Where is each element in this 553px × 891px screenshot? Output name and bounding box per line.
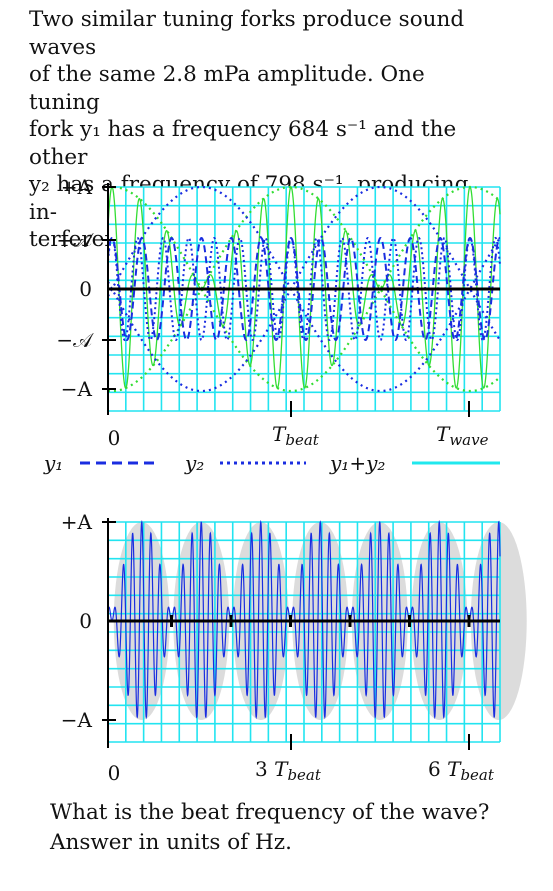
wave-y1 [107, 236, 501, 342]
y-tick-top-zero: 0 [79, 277, 92, 301]
question: What is the beat frequency of the wave? … [50, 798, 530, 858]
legend-label-y1: y₁ [43, 451, 63, 475]
envelope-upper-green [107, 185, 501, 292]
y-tick-bottom-plus-A: +A [61, 510, 93, 534]
sum-wave-long [107, 519, 501, 720]
envelope-lower-green [107, 286, 501, 393]
y-tick-top-minus-A-script: −𝒜 [56, 328, 94, 352]
problem-statement: Two similar tuning forks produce sound w… [29, 6, 499, 254]
legend-label-sum: y₁+y₂ [329, 451, 385, 475]
wave-component-plot: +A +𝒜 0 −𝒜 −A 0 Tbeat Twave y₁ y₂ y₁+y₂ [43, 175, 501, 475]
legend-top: y₁ y₂ y₁+y₂ [43, 451, 500, 475]
legend-label-y2: y₂ [184, 451, 204, 475]
x-tick-top-tbeat: Tbeat [272, 422, 320, 449]
x-tick-top-twave: Twave [436, 422, 489, 449]
y-tick-top-plus-A-script: +𝒜 [56, 228, 94, 252]
question-line-2: Answer in units of Hz. [50, 830, 292, 855]
x-tick-bottom-zero: 0 [108, 761, 121, 785]
beat-pattern-plot: +A 0 −A 0 3 Tbeat 6 Tbeat [61, 510, 527, 785]
y-tick-bottom-minus-A: −A [61, 708, 93, 732]
x-tick-top-zero: 0 [108, 426, 121, 450]
x-tick-bottom-6tbeat: 6 Tbeat [428, 757, 495, 784]
question-line-1: What is the beat frequency of the wave? [50, 800, 490, 825]
y-tickmarks-bottom [102, 521, 116, 721]
y-tickmarks-top [102, 186, 116, 390]
y-tick-top-plus-A: +A [61, 175, 93, 199]
x-tick-bottom-3tbeat: 3 Tbeat [255, 757, 322, 784]
curves-top [107, 185, 501, 393]
sum-wave [107, 186, 501, 389]
problem-line-1: Two similar tuning forks produce sound w… [29, 7, 465, 60]
x-tickmarks-top [290, 401, 470, 417]
y-tick-top-minus-A: −A [61, 377, 93, 401]
y-tick-bottom-zero: 0 [79, 609, 92, 633]
problem-line-2: of the same 2.8 mPa amplitude. One tunin… [29, 62, 425, 115]
problem-line-3: fork y₁ has a frequency 684 s⁻¹ and the … [29, 117, 457, 170]
x-tickmarks-bottom [290, 734, 470, 750]
